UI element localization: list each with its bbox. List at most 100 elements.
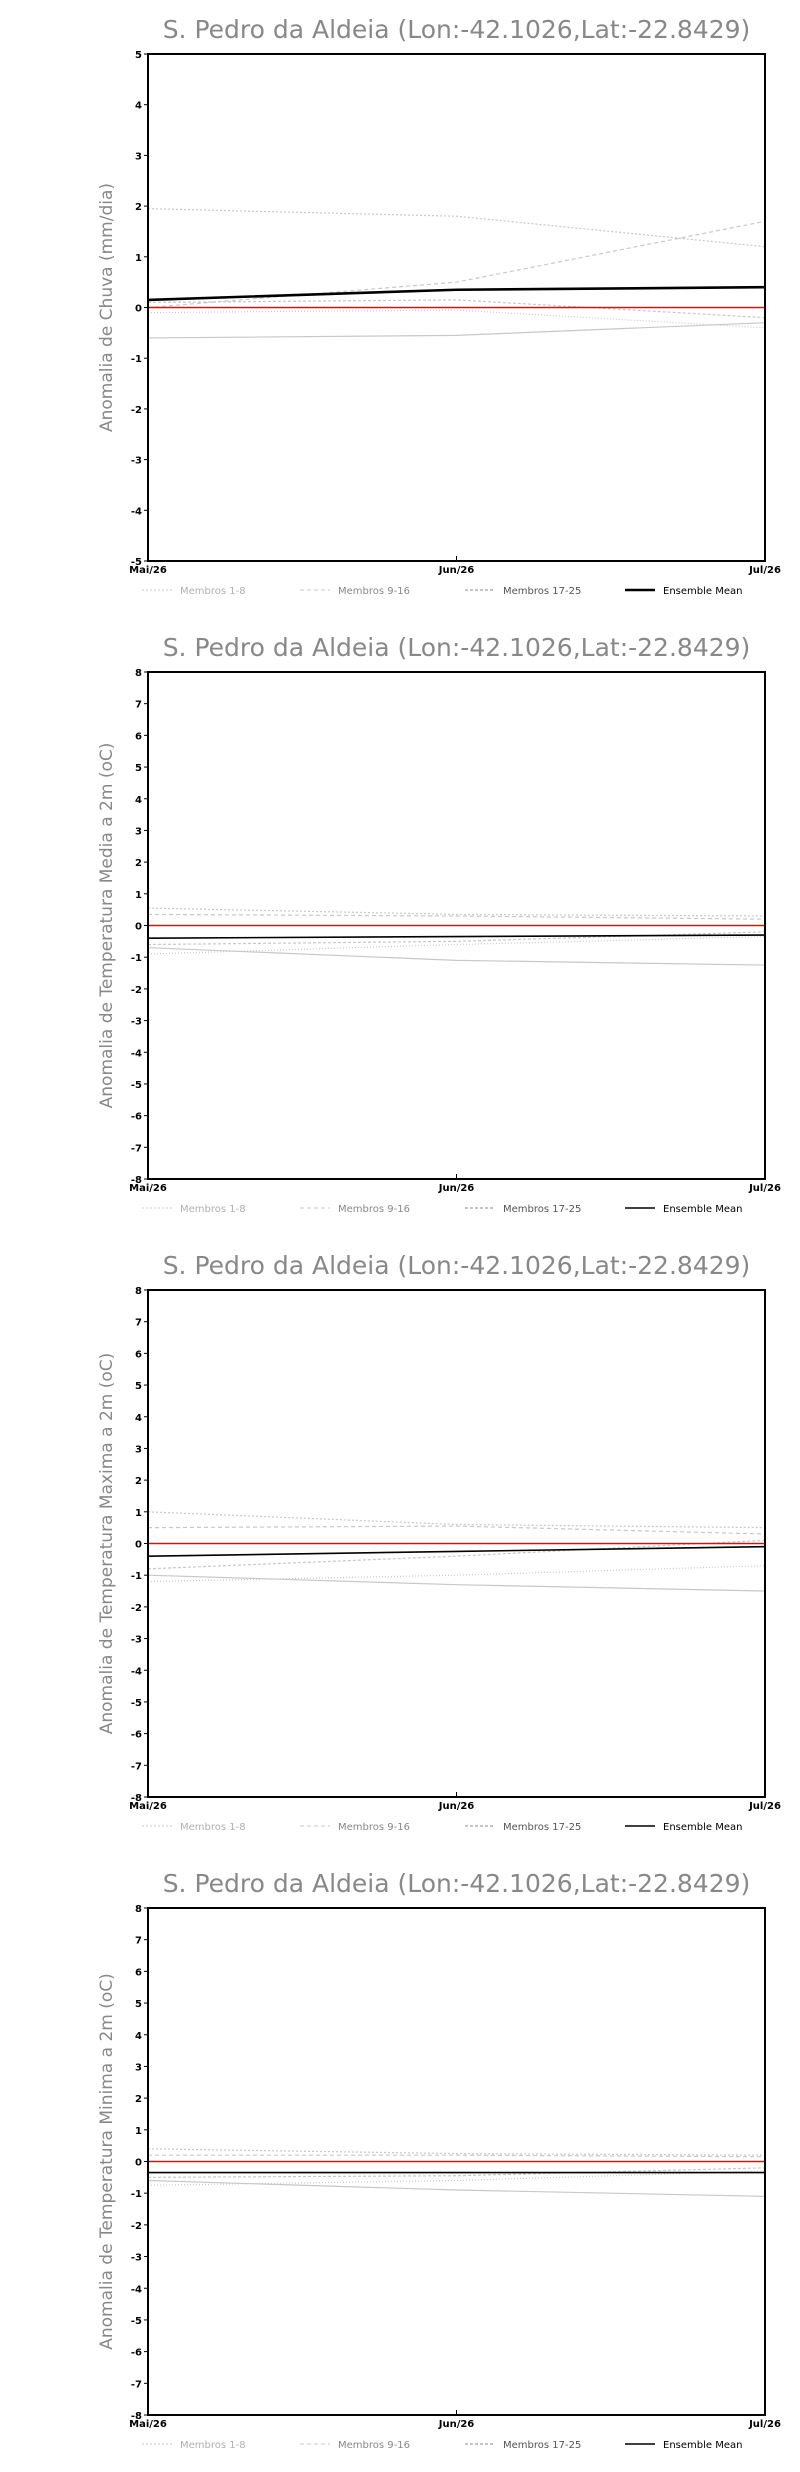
y-tick-label: 4 (135, 795, 142, 806)
y-tick-label: 1 (135, 1508, 142, 1519)
legend-label-m1: Membros 1-8 (180, 1204, 246, 1215)
chart-panel-temp-media: S. Pedro da Aldeia (Lon:-42.1026,Lat:-22… (0, 618, 800, 1236)
legend-label-mean: Ensemble Mean (663, 1822, 742, 1833)
y-tick-label: 5 (135, 1381, 142, 1392)
y-tick-label: 1 (135, 253, 142, 264)
y-tick-label: 2 (135, 1476, 142, 1487)
x-tick-label: Jun/26 (438, 1801, 475, 1812)
y-tick-label: -5 (131, 1080, 142, 1091)
y-tick-label: -2 (131, 2221, 142, 2232)
y-tick-label: -1 (131, 354, 142, 365)
chart-title: S. Pedro da Aldeia (Lon:-42.1026,Lat:-22… (163, 1869, 751, 1898)
legend-label-m3: Membros 17-25 (503, 586, 581, 597)
legend-label-m3: Membros 17-25 (503, 1822, 581, 1833)
y-tick-label: -6 (131, 2348, 142, 2359)
chart-temp-maxima: S. Pedro da Aldeia (Lon:-42.1026,Lat:-22… (97, 1251, 781, 1833)
member-line (147, 1574, 766, 1592)
member-line (147, 931, 766, 946)
y-tick-label: 2 (135, 2094, 142, 2105)
y-tick-label: -3 (131, 1017, 142, 1028)
member-line (147, 2170, 766, 2186)
y-tick-label: -7 (131, 1761, 142, 1772)
member-line (147, 2148, 766, 2156)
chart-temp-media: S. Pedro da Aldeia (Lon:-42.1026,Lat:-22… (97, 633, 781, 1215)
member-line (147, 2167, 766, 2178)
y-tick-label: 5 (135, 763, 142, 774)
y-tick-label: 8 (135, 668, 142, 679)
y-tick-label: -6 (131, 1112, 142, 1123)
ensemble-mean-line (147, 1545, 766, 1557)
member-line (147, 322, 766, 339)
member-line (147, 208, 766, 248)
member-line (147, 1539, 766, 1570)
member-line (147, 907, 766, 917)
y-tick-label: -5 (131, 557, 142, 568)
y-axis-label: Anomalia de Temperatura Minima a 2m (oC) (97, 1973, 117, 2350)
legend-label-m2: Membros 9-16 (338, 1822, 410, 1833)
y-tick-label: -4 (131, 1666, 142, 1677)
legend-label-m2: Membros 9-16 (338, 1204, 410, 1215)
legend-label-m3: Membros 17-25 (503, 2440, 581, 2451)
y-tick-label: 7 (135, 700, 142, 711)
x-tick-label: Mai/26 (129, 1801, 167, 1812)
y-tick-label: -5 (131, 1698, 142, 1709)
y-tick-label: -3 (131, 456, 142, 467)
y-tick-label: 4 (135, 1413, 142, 1424)
y-tick-label: 8 (135, 1286, 142, 1297)
ensemble-mean-line (147, 934, 766, 939)
y-tick-label: 6 (135, 1967, 142, 1978)
x-tick-label: Jul/26 (748, 1801, 781, 1812)
y-tick-label: 5 (135, 50, 142, 61)
chart-panel-chuva: S. Pedro da Aldeia (Lon:-42.1026,Lat:-22… (0, 0, 800, 618)
legend-label-mean: Ensemble Mean (663, 1204, 742, 1215)
legend-label-mean: Ensemble Mean (663, 2440, 742, 2451)
member-line (147, 935, 766, 955)
y-axis-label: Anomalia de Temperatura Maxima a 2m (oC) (97, 1353, 117, 1735)
legend-label-m1: Membros 1-8 (180, 586, 246, 597)
y-tick-label: -4 (131, 506, 142, 517)
legend-label-m1: Membros 1-8 (180, 1822, 246, 1833)
x-tick-label: Jul/26 (748, 1183, 781, 1194)
y-tick-label: 2 (135, 858, 142, 869)
legend-label-m3: Membros 17-25 (503, 1204, 581, 1215)
y-tick-label: -4 (131, 2284, 142, 2295)
chart-title: S. Pedro da Aldeia (Lon:-42.1026,Lat:-22… (163, 15, 751, 44)
y-tick-label: 4 (135, 2031, 142, 2042)
y-axis-label: Anomalia de Chuva (mm/dia) (97, 183, 117, 432)
y-tick-label: 2 (135, 202, 142, 213)
y-tick-label: -1 (131, 953, 142, 964)
y-tick-label: -3 (131, 1635, 142, 1646)
x-tick-label: Jul/26 (748, 565, 781, 576)
y-tick-label: -7 (131, 2379, 142, 2390)
y-tick-label: -6 (131, 1730, 142, 1741)
member-line (147, 1565, 766, 1583)
member-line (147, 220, 766, 309)
y-tick-label: 6 (135, 731, 142, 742)
y-tick-label: 3 (135, 151, 142, 162)
member-line (147, 1511, 766, 1529)
y-tick-label: 3 (135, 826, 142, 837)
legend-label-mean: Ensemble Mean (663, 586, 742, 597)
y-tick-label: 3 (135, 1444, 142, 1455)
y-tick-label: 0 (135, 922, 142, 933)
y-tick-label: 7 (135, 1936, 142, 1947)
ensemble-mean-line (147, 285, 766, 302)
y-axis-label: Anomalia de Temperatura Media a 2m (oC) (97, 743, 117, 1109)
member-line (147, 2179, 766, 2197)
y-tick-label: 0 (135, 1540, 142, 1551)
y-tick-label: 7 (135, 1318, 142, 1329)
y-tick-label: 4 (135, 101, 142, 112)
y-tick-label: 8 (135, 1904, 142, 1915)
member-line (147, 309, 766, 329)
x-tick-label: Mai/26 (129, 2419, 167, 2430)
y-tick-label: 5 (135, 1999, 142, 2010)
chart-title: S. Pedro da Aldeia (Lon:-42.1026,Lat:-22… (163, 633, 751, 662)
y-tick-label: -1 (131, 2189, 142, 2200)
y-tick-label: -1 (131, 1571, 142, 1582)
chart-panel-temp-minima: S. Pedro da Aldeia (Lon:-42.1026,Lat:-22… (0, 1854, 800, 2472)
y-tick-label: 1 (135, 890, 142, 901)
legend-label-m2: Membros 9-16 (338, 586, 410, 597)
y-tick-label: -8 (131, 1175, 142, 1186)
y-tick-label: 0 (135, 304, 142, 315)
y-tick-label: 6 (135, 1349, 142, 1360)
